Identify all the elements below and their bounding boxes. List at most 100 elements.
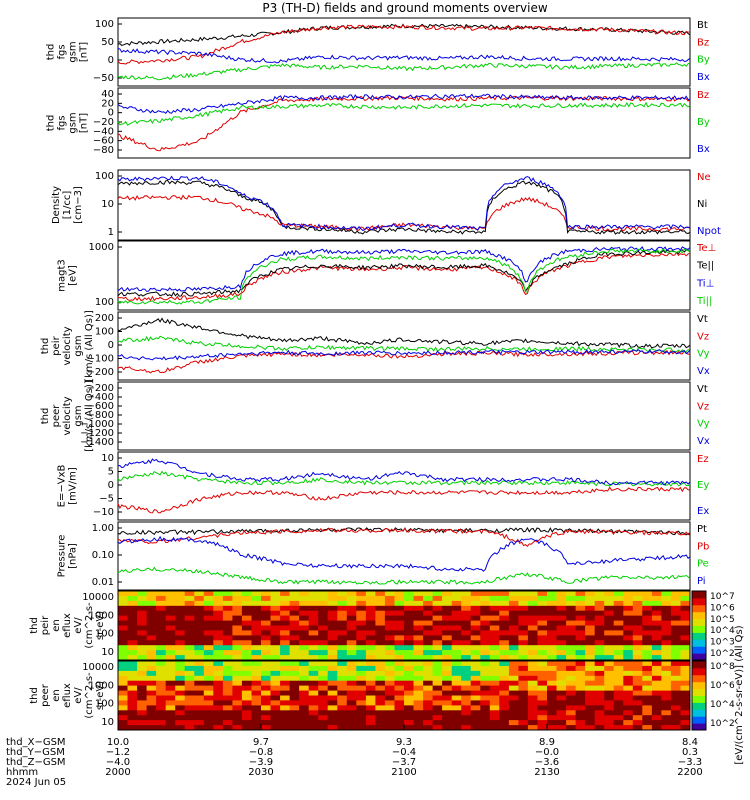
heat-cell (280, 665, 291, 672)
heat-cell (261, 705, 271, 711)
heat-cell (137, 725, 148, 731)
heat-cell (556, 630, 567, 636)
heat-cell (232, 680, 243, 687)
heat-cell (394, 610, 405, 617)
heat-cell (327, 635, 338, 641)
heat-cell (575, 700, 586, 706)
heat-cell (146, 645, 157, 651)
heat-cell (680, 635, 691, 641)
heat-cell (413, 720, 424, 726)
heat-cell (384, 630, 395, 636)
heat-cell (470, 695, 481, 701)
heat-cell (642, 675, 653, 682)
heat-cell (432, 725, 443, 731)
heat-cell (118, 625, 128, 631)
ylabel-9-6: sr-eV) (95, 681, 106, 710)
heat-cell (194, 665, 205, 672)
heat-cell (442, 605, 453, 612)
heat-cell (661, 640, 672, 646)
heat-cell (375, 700, 386, 706)
heat-cell (384, 655, 395, 661)
heat-cell (222, 600, 233, 607)
heat-cell (356, 705, 367, 711)
heat-cell (480, 591, 491, 597)
heat-cell (489, 640, 500, 646)
heat-cell (680, 705, 691, 711)
heat-cell (203, 655, 214, 661)
heat-cell (432, 615, 443, 621)
heat-cell (213, 690, 224, 696)
heat-cell (518, 591, 529, 597)
heat-cell (232, 640, 243, 646)
heat-cell (527, 715, 538, 721)
heat-cell (365, 640, 376, 646)
heat-cell (451, 710, 462, 716)
heat-cell (280, 650, 291, 656)
heat-cell (184, 640, 195, 646)
heat-cell (680, 610, 691, 617)
heat-cell (585, 685, 596, 691)
heat-cell (203, 661, 214, 667)
heat-cell (365, 685, 376, 691)
heat-cell (461, 645, 472, 651)
heat-cell (508, 620, 519, 626)
heat-cell (203, 715, 214, 721)
heat-cell (623, 670, 634, 677)
heat-cell (556, 605, 567, 612)
colorbar-tick-8-1: 10^6 (710, 603, 735, 613)
heat-cell (356, 645, 367, 651)
heat-cell (289, 675, 300, 682)
heat-cell (404, 680, 414, 687)
heat-cell (423, 670, 434, 677)
heat-cell (261, 710, 271, 716)
heat-cell (518, 640, 529, 646)
heat-cell (566, 705, 577, 711)
heat-cell (241, 715, 252, 721)
ytick-1-1: 20 (101, 98, 114, 109)
heat-cell (184, 591, 195, 597)
heat-cell (146, 685, 157, 691)
heat-cell (556, 725, 567, 731)
legend-0-1: Bz (697, 37, 709, 48)
heat-cell (318, 675, 329, 682)
heat-cell (346, 600, 357, 607)
heat-cell (280, 625, 291, 631)
heat-cell (632, 695, 643, 701)
heat-cell (670, 615, 681, 621)
heat-cell (337, 675, 348, 682)
heat-cell (537, 605, 548, 612)
heat-cell (661, 650, 672, 656)
heat-cell (651, 710, 662, 716)
heat-cell (213, 595, 224, 602)
heat-cell (499, 650, 510, 656)
heat-cell (213, 661, 224, 667)
heat-cell (394, 715, 405, 721)
xaxis-val-1-2: −0.4 (392, 747, 416, 758)
heat-cell (461, 710, 472, 716)
heat-cell (241, 595, 252, 602)
heat-cell (327, 720, 338, 726)
heat-cell (556, 600, 567, 607)
heat-cell (527, 640, 538, 646)
heat-cell (365, 620, 376, 626)
heat-cell (222, 625, 233, 631)
heat-cell (127, 670, 138, 677)
heat-cell (213, 625, 224, 631)
heat-cell (585, 715, 596, 721)
heat-cell (127, 595, 138, 602)
heat-cell (423, 635, 434, 641)
heat-cell (585, 591, 596, 597)
heat-cell (384, 650, 395, 656)
heat-cell (318, 610, 329, 617)
heat-cell (280, 591, 291, 597)
heat-cell (585, 670, 596, 677)
heat-cell (480, 620, 491, 626)
ytick-5-0: −200 (87, 383, 114, 394)
heat-cell (556, 661, 567, 667)
heat-cell (489, 615, 500, 621)
panel-frame-6 (117, 451, 691, 521)
heat-cell (508, 605, 519, 612)
ytick-5-4: −1000 (80, 419, 114, 430)
heat-cell (251, 625, 262, 631)
heat-cell (432, 665, 443, 672)
